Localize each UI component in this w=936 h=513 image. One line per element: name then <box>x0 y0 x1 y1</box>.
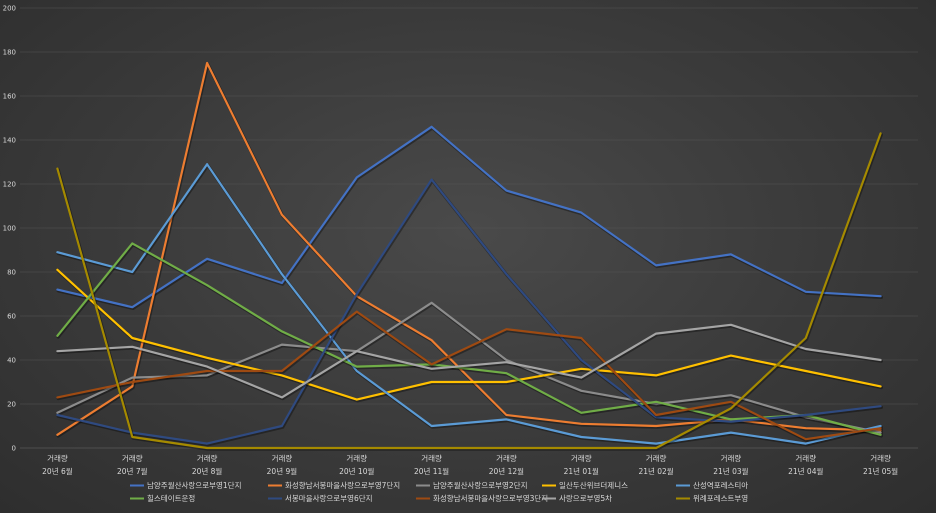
legend-label: 일산두산위브더제니스 <box>559 480 628 490</box>
y-tick-label: 100 <box>3 225 16 233</box>
y-tick-label: 140 <box>3 137 16 145</box>
legend-item: 사랑으로부영5차 <box>542 493 612 503</box>
series-line <box>56 163 882 445</box>
series-line <box>56 61 882 436</box>
legend: 남양주월산사랑으로부영1단지 화성향남서봉마을사랑으로부영7단지 남양주월산사랑으로… <box>130 480 748 503</box>
series-1 <box>56 125 883 311</box>
x-category-label-top: 거래량 <box>272 454 293 463</box>
x-category-label-top: 거래량 <box>646 454 667 463</box>
x-category-label-top: 거래량 <box>721 454 742 463</box>
y-tick-label: 60 <box>7 313 16 321</box>
x-category-label-bottom: 20년 6월 <box>42 466 73 476</box>
series-line-shadow <box>56 62 883 438</box>
series-line <box>56 242 882 436</box>
x-category-label-top: 거래량 <box>47 454 68 463</box>
legend-item: 남양주월산사랑으로부영1단지 <box>130 480 241 490</box>
y-tick-label: 80 <box>7 269 16 277</box>
y-tick-label: 160 <box>3 93 16 101</box>
x-category-label-top: 거래량 <box>870 454 891 463</box>
x-category-label-bottom: 20년 12월 <box>489 466 524 476</box>
series-3 <box>56 301 883 436</box>
series-line <box>56 323 882 399</box>
legend-label: 힐스테이트운정 <box>147 493 195 503</box>
legend-item: 화성향남서봉마을사랑으로부영3단지 <box>416 493 548 503</box>
legend-item: 남양주월산사랑으로부영2단지 <box>416 480 527 490</box>
legend-item: 서봉마을사랑으로부영6단지 <box>268 493 373 503</box>
series-5 <box>56 163 883 447</box>
series-line <box>56 178 882 445</box>
series-line <box>56 125 882 309</box>
x-category-label-top: 거래량 <box>571 454 592 463</box>
legend-item: 일산두산위브더제니스 <box>542 480 628 490</box>
legend-item: 화성향남서봉마을사랑으로부영7단지 <box>268 480 400 490</box>
series-line <box>56 132 882 450</box>
x-category-label-bottom: 20년 8월 <box>192 466 223 476</box>
y-tick-label: 180 <box>3 49 16 57</box>
series-2 <box>56 61 883 438</box>
series-line <box>56 301 882 434</box>
legend-label: 남양주월산사랑으로부영2단지 <box>433 480 527 490</box>
legend-item: 산성역포레스티아 <box>676 480 748 490</box>
legend-label: 위례포레스트부영 <box>693 493 748 503</box>
x-axis-category-labels: 거래량 20년 6월 거래량 20년 7월 거래량 20년 8월 거래량 20년 9월 거래량 2… <box>42 454 898 476</box>
x-category-label-bottom: 20년 7월 <box>117 466 148 476</box>
series-line <box>56 310 882 441</box>
legend-label: 서봉마을사랑으로부영6단지 <box>285 493 373 503</box>
series-8 <box>56 310 883 443</box>
series-line-shadow <box>56 242 883 438</box>
series-lines <box>56 61 883 451</box>
x-category-label-bottom: 21년 02월 <box>638 466 673 476</box>
y-tick-label: 40 <box>7 357 16 365</box>
x-category-label-bottom: 21년 04월 <box>788 466 823 476</box>
legend-item: 힐스테이트운정 <box>130 493 195 503</box>
legend-label: 산성역포레스티아 <box>693 480 748 490</box>
series-10 <box>56 132 883 451</box>
legend-label: 화성향남서봉마을사랑으로부영3단지 <box>433 493 548 503</box>
x-category-label-top: 거래량 <box>795 454 816 463</box>
x-category-label-bottom: 21년 01월 <box>564 466 599 476</box>
legend-label: 사랑으로부영5차 <box>559 493 612 503</box>
y-tick-label: 120 <box>3 181 16 189</box>
x-category-label-top: 거래량 <box>197 454 218 463</box>
series-9 <box>56 323 883 401</box>
series-line <box>56 268 882 401</box>
series-4 <box>56 268 883 403</box>
x-category-label-top: 거래량 <box>346 454 367 463</box>
series-7 <box>56 178 883 447</box>
legend-label: 화성향남서봉마을사랑으로부영7단지 <box>285 480 400 490</box>
y-tick-label: 0 <box>12 445 16 453</box>
legend-label: 남양주월산사랑으로부영1단지 <box>147 480 241 490</box>
x-category-label-bottom: 20년 9월 <box>267 466 298 476</box>
x-category-label-bottom: 21년 03월 <box>713 466 748 476</box>
y-axis-tick-labels: 0 20 40 60 80 100 120 140 160 180 200 <box>3 5 16 453</box>
x-category-label-top: 거래량 <box>496 454 517 463</box>
series-line-shadow <box>56 126 883 311</box>
x-category-label-bottom: 21년 05월 <box>863 466 898 476</box>
legend-item: 위례포레스트부영 <box>676 493 748 503</box>
x-category-label-bottom: 20년 11월 <box>414 466 449 476</box>
x-category-label-top: 거래량 <box>122 454 143 463</box>
x-category-label-bottom: 20년 10월 <box>339 466 374 476</box>
y-tick-label: 20 <box>7 401 16 409</box>
y-tick-label: 200 <box>3 5 16 13</box>
x-category-label-top: 거래량 <box>421 454 442 463</box>
